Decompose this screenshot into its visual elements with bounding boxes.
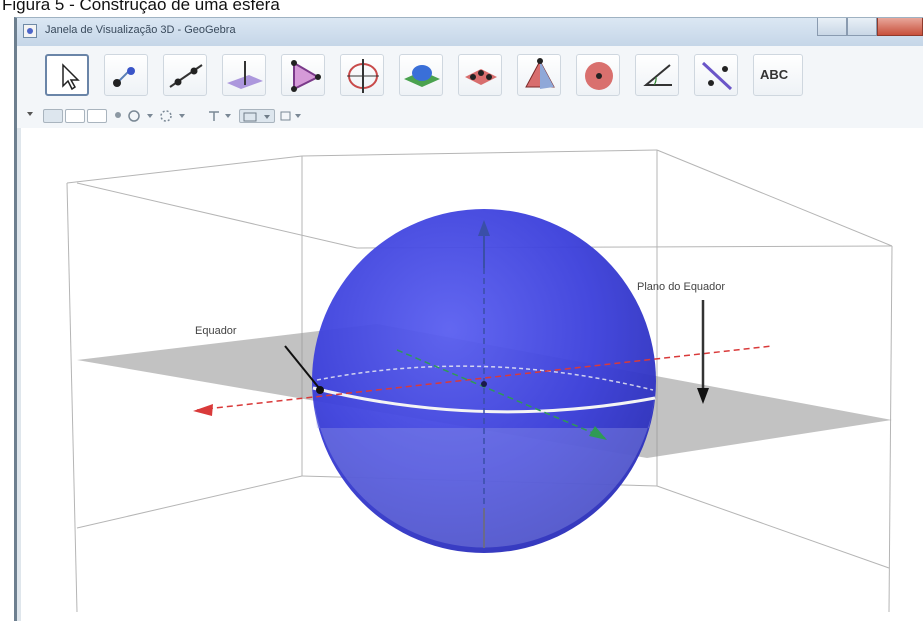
- equator-plane-label: Plano do Equador: [637, 281, 725, 293]
- move-tool-button[interactable]: [45, 54, 89, 96]
- stylebar-collapse-icon[interactable]: [27, 109, 33, 123]
- sphere-tool-button[interactable]: [576, 54, 620, 96]
- angle-icon: [643, 64, 672, 86]
- plane-tool-button[interactable]: [399, 54, 443, 96]
- maximize-button[interactable]: [847, 18, 877, 36]
- solid-tool-button[interactable]: [458, 54, 502, 96]
- y-axis-arrow: [589, 426, 607, 440]
- reflect-icon: [701, 61, 733, 91]
- window-title: Janela de Visualização 3D - GeoGebra: [45, 24, 236, 36]
- circle-tool-button[interactable]: [340, 54, 384, 96]
- title-bar[interactable]: Janela de Visualização 3D - GeoGebra: [17, 18, 923, 47]
- point-tool-button[interactable]: [104, 54, 148, 96]
- line-icon: [169, 64, 203, 88]
- equator-plane-pointer-arrow: [697, 388, 709, 404]
- pointer-icon: [62, 63, 80, 91]
- y-axis: [396, 349, 606, 439]
- perpendicular-icon: [227, 61, 263, 89]
- line-tool-button[interactable]: [163, 54, 207, 96]
- reflect-tool-button[interactable]: [694, 54, 738, 96]
- projection-dropdown[interactable]: [239, 109, 275, 123]
- view-direction-dropdown[interactable]: [159, 109, 187, 123]
- polygon-tool-button[interactable]: [281, 54, 325, 96]
- angle-tool-button[interactable]: [635, 54, 679, 96]
- z-axis-arrow: [478, 220, 490, 236]
- equator-label: Equador: [195, 325, 237, 337]
- sphere-center-point[interactable]: [481, 381, 487, 387]
- solid-icon: [465, 69, 497, 85]
- style-bar: [17, 104, 923, 129]
- figure-caption: Figura 5 - Construção de uma esfera: [2, 0, 280, 14]
- window-controls: [817, 18, 923, 38]
- geogebra-icon: [23, 24, 37, 38]
- geogebra-3d-window: Janela de Visualização 3D - GeoGebra: [14, 17, 923, 621]
- pyramid-tool-button[interactable]: [517, 54, 561, 96]
- text-tool-button[interactable]: ABC: [753, 54, 803, 96]
- plane-icon: [404, 65, 440, 87]
- pyramid-icon: [525, 58, 555, 89]
- equator-pointer-line: [284, 345, 320, 389]
- toggle-axes-button[interactable]: [43, 109, 63, 123]
- toolbar: ABC: [17, 46, 923, 104]
- equator-point[interactable]: [316, 386, 324, 394]
- clipping-dropdown[interactable]: [207, 109, 235, 123]
- triangle-icon: [291, 60, 321, 92]
- rotate-view-dropdown[interactable]: [127, 109, 155, 123]
- point-capture-icon[interactable]: [115, 112, 121, 118]
- toggle-plane-button[interactable]: [87, 109, 107, 123]
- sphere-icon: [585, 62, 613, 90]
- point-icon: [113, 67, 135, 87]
- circle-axis-icon: [347, 59, 379, 93]
- graphics-view-3d[interactable]: Equador Plano do Equador: [17, 128, 923, 621]
- close-button[interactable]: [877, 18, 923, 36]
- minimize-button[interactable]: [817, 18, 847, 36]
- 3d-scene[interactable]: Equador Plano do Equador: [17, 128, 923, 621]
- x-axis-arrow: [193, 404, 213, 416]
- background-dropdown[interactable]: [279, 109, 307, 123]
- toggle-grid-button[interactable]: [65, 109, 85, 123]
- perpendicular-tool-button[interactable]: [222, 54, 266, 96]
- text-icon: ABC: [760, 67, 789, 82]
- equator-circle-back: [316, 365, 654, 391]
- window-left-edge: [17, 128, 21, 621]
- x-axis: [196, 345, 773, 411]
